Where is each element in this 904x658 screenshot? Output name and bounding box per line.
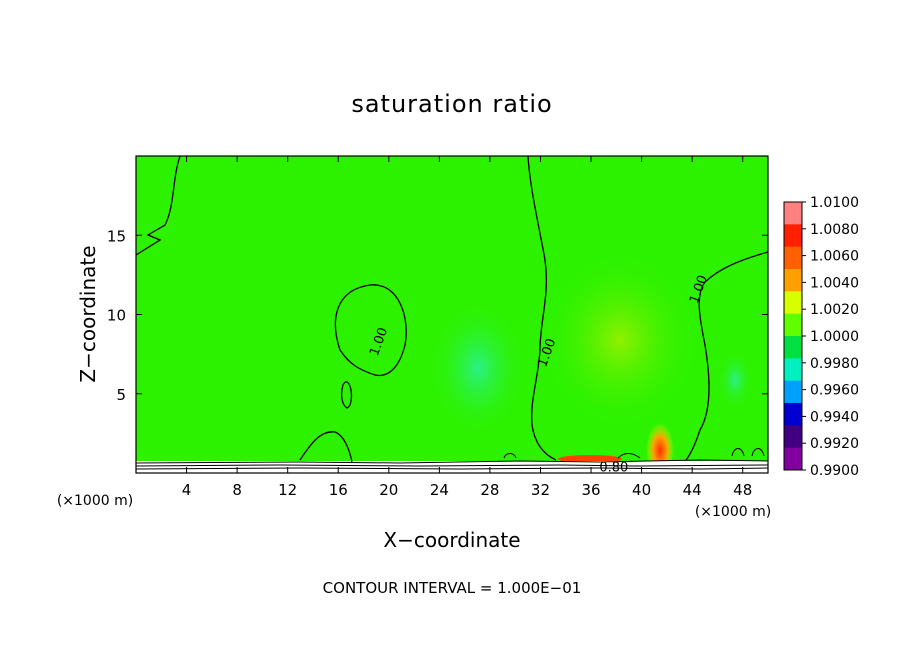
x-tick-label: 36 [581,481,600,499]
colorbar-swatch [784,358,802,382]
ground-contour-3 [136,467,768,470]
y-axis-label: Z−coordinate [76,245,100,382]
x-unit-left: (×1000 m) [57,493,133,509]
x-axis: 4 8 12 16 20 24 28 32 36 40 44 48 [182,156,752,499]
contour-loop-a [334,284,407,377]
contour-right [685,251,768,461]
chart-title: saturation ratio [351,90,552,118]
y-tick-label: 5 [116,386,126,404]
x-tick-label: 16 [329,481,348,499]
colorbar-swatch [784,224,802,248]
contour-small-3 [751,448,765,457]
x-tick-label: 24 [430,481,449,499]
x-tick-label: 28 [480,481,499,499]
contour-interval-footer: CONTOUR INTERVAL = 1.000E−01 [323,579,582,597]
colorbar-swatch [784,291,802,315]
x-tick-label: 12 [278,481,297,499]
x-tick-label: 32 [531,481,550,499]
x-unit-right: (×1000 m) [695,504,771,520]
colorbar-swatch [784,246,802,270]
colorbar-label: 0.9920 [810,436,859,452]
colorbar-swatch [784,403,802,426]
colorbar-label: 1.0000 [810,329,859,345]
x-tick-label: 4 [182,481,192,499]
contour-small-1 [503,453,517,459]
x-tick-label: 48 [733,481,752,499]
colorbar-swatch [784,380,802,404]
contour-small-4 [617,453,641,459]
colorbar-label: 1.0080 [810,222,859,238]
contour-bump [299,431,353,463]
colorbar: 1.0100 1.0080 1.0060 1.0040 1.0020 1.0000 0.99… [783,195,859,479]
ground-contour-2 [136,464,768,467]
colorbar-swatch [784,269,802,292]
y-tick-label: 15 [107,227,126,245]
x-axis-label: X−coordinate [383,528,520,552]
colorbar-label: 0.9960 [810,383,859,399]
colorbar-label: 1.0100 [810,195,859,211]
x-tick-label: 8 [232,481,242,499]
colorbar-label: 0.9980 [810,356,859,372]
colorbar-swatch [784,313,802,337]
x-tick-label: 44 [683,481,702,499]
x-tick-label: 20 [379,481,398,499]
field-hot-spot [646,417,674,473]
colorbar-label: 1.0040 [810,275,859,291]
colorbar-label: 1.0020 [810,302,859,318]
field-cyan-patch [428,298,528,438]
x-tick-label: 40 [632,481,651,499]
contour-center [527,156,557,461]
field-cyan-patch-2 [717,350,753,410]
field-lime-patch [540,250,700,430]
colorbar-swatch [784,425,802,449]
colorbar-label: 1.0060 [810,249,859,265]
colorbar-swatch [784,447,802,471]
colorbar-label: 0.9900 [810,463,859,479]
colorbar-swatch [784,202,802,225]
contour-left [136,156,181,256]
y-axis: 5 10 15 [107,227,768,404]
contour-small-2 [731,448,745,457]
ground-contour-1 [136,459,768,464]
field-ground-band [136,461,768,473]
colorbar-label: 0.9940 [810,409,859,425]
plot-area: 1.00 1.001.000.80 [136,156,768,475]
colorbar-swatch [784,336,802,359]
contour-loop-b [340,381,353,409]
y-tick-label: 10 [107,307,126,325]
contour-label: 0.80 [599,460,628,475]
